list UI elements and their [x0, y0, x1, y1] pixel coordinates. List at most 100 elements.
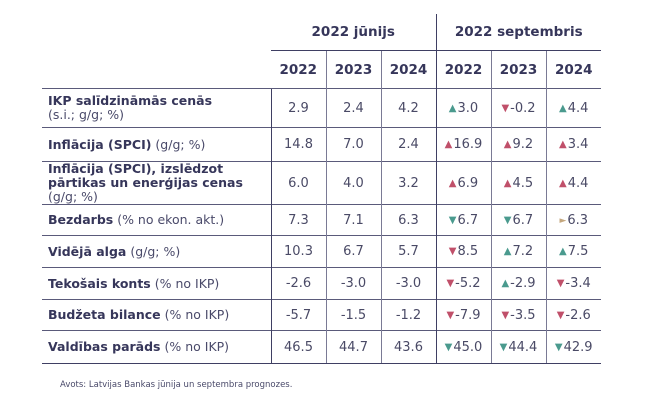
- arrow-down-icon: ▼: [554, 341, 563, 353]
- september-forecast-cell: ▼8.5: [435, 235, 491, 268]
- september-forecast-cell: ▼-0.2: [490, 88, 546, 128]
- september-forecast-cell: ▲7.5: [545, 235, 601, 268]
- september-forecast-cell: ▲4.4: [545, 161, 601, 205]
- september-forecast-value: 4.4: [567, 100, 589, 116]
- september-forecast-cell: ▼45.0: [435, 330, 491, 364]
- september-forecast-value: 44.4: [508, 339, 538, 355]
- june-forecast-value: 14.8: [270, 127, 326, 162]
- june-forecast-value: -3.0: [325, 267, 381, 300]
- arrow-down-icon: ▼: [556, 309, 565, 321]
- september-forecast-cell: ▲3.4: [545, 127, 601, 162]
- september-forecast-value: 4.4: [567, 175, 589, 191]
- arrow-up-icon: ▲: [559, 246, 567, 257]
- june-forecast-value: 10.3: [270, 235, 326, 268]
- arrow-up-icon: ▲: [503, 246, 512, 257]
- indicator-unit: (g/g; %): [155, 136, 206, 152]
- header-empty-2: [42, 51, 271, 89]
- september-forecast-cell: ▼-3.5: [490, 299, 546, 331]
- june-forecast-value: 2.4: [325, 88, 381, 128]
- june-forecast-value: 5.7: [380, 235, 436, 268]
- indicator-name: Budžeta bilance: [48, 307, 161, 322]
- june-forecast-value: 44.7: [325, 330, 381, 364]
- arrow-down-icon: ▼: [444, 341, 453, 353]
- indicator-name: Inflācija (SPCI): [48, 136, 152, 152]
- september-forecast-value: -3.5: [510, 307, 536, 323]
- table-row: Inflācija (SPCI) (g/g; %) 14.8 7.0 2.4 ▲16.9…: [42, 127, 601, 162]
- arrow-down-icon: ▼: [501, 309, 510, 321]
- september-forecast-cell: ▼-3.4: [545, 267, 601, 300]
- indicator-name: Vidējā alga: [48, 243, 127, 259]
- june-forecast-value: 7.0: [325, 127, 381, 162]
- september-forecast-value: -2.6: [565, 307, 591, 323]
- september-forecast-cell: ▲7.2: [490, 235, 546, 268]
- row-label: Budžeta bilance (% no IKP): [42, 299, 271, 331]
- september-forecast-cell: ▲4.4: [545, 88, 601, 128]
- june-forecast-value: 4.0: [325, 161, 381, 205]
- year-header-row: 2022 2023 2024 2022 2023 2024: [42, 50, 601, 89]
- june-forecast-value: 43.6: [380, 330, 436, 364]
- arrow-down-icon: ▼: [448, 214, 457, 226]
- indicator-unit: (s.i.; g/g; %): [48, 107, 125, 122]
- september-forecast-value: 6.3: [567, 212, 589, 228]
- arrow-up-icon: ▲: [559, 139, 567, 150]
- indicator-unit: (g/g; %): [130, 243, 181, 259]
- june-forecast-value: -1.2: [380, 299, 436, 331]
- september-forecast-value: 7.2: [512, 244, 534, 259]
- june-forecast-value: -1.5: [325, 299, 381, 331]
- june-forecast-value: 7.1: [325, 204, 381, 236]
- indicator-name: Inflācija (SPCI), izslēdzot pārtikas un …: [48, 161, 243, 190]
- september-forecast-value: -0.2: [510, 100, 536, 116]
- indicator-name: IKP salīdzināmās cenās: [48, 93, 213, 108]
- table-row: Budžeta bilance (% no IKP) -5.7 -1.5 -1.2 ▼-…: [42, 299, 601, 331]
- september-forecast-cell: ▼44.4: [490, 330, 546, 364]
- indicator-unit: (% no IKP): [164, 339, 230, 354]
- june-forecast-value: 6.7: [325, 235, 381, 268]
- year-header: 2022: [271, 50, 326, 89]
- arrow-up-icon: ▲: [444, 139, 453, 150]
- group-header-june: 2022 jūnijs: [311, 24, 395, 40]
- september-forecast-value: 6.7: [457, 212, 479, 228]
- table-row: Bezdarbs (% no ekon. akt.) 7.3 7.1 6.3 ▼6.7 ▼…: [42, 204, 601, 236]
- september-forecast-value: 6.9: [457, 175, 479, 191]
- september-forecast-cell: ▼6.7: [490, 204, 546, 236]
- june-forecast-value: -5.7: [270, 299, 326, 331]
- indicator-unit: (g/g; %): [48, 189, 98, 204]
- arrow-up-icon: ▲: [503, 177, 512, 189]
- group-header-september: 2022 septembris: [435, 14, 601, 51]
- indicator-name: Bezdarbs: [48, 212, 114, 227]
- september-forecast-value: 4.5: [512, 175, 534, 191]
- june-forecast-value: 6.0: [270, 161, 326, 205]
- september-forecast-cell: ▼-5.2: [435, 267, 491, 300]
- arrow-up-icon: ▲: [448, 102, 457, 114]
- september-forecast-value: -7.9: [455, 307, 481, 323]
- header-empty: [42, 14, 271, 51]
- group-header-row: 2022 jūnijs 2022 septembris: [42, 14, 601, 51]
- september-forecast-cell: ▼-7.9: [435, 299, 491, 331]
- september-forecast-cell: ▲4.5: [490, 161, 546, 205]
- september-forecast-cell: ▼42.9: [545, 330, 601, 364]
- year-header: 2023: [325, 50, 381, 89]
- september-forecast-cell: ►6.3: [545, 204, 601, 236]
- table-row: Valdības parāds (% no IKP) 46.5 44.7 43.6 ▼4…: [42, 330, 601, 364]
- row-label: IKP salīdzināmās cenās (s.i.; g/g; %): [42, 88, 271, 128]
- table-row: Tekošais konts (% no IKP) -2.6 -3.0 -3.0 ▼-5…: [42, 267, 601, 300]
- september-forecast-value: -3.4: [565, 276, 591, 291]
- arrow-down-icon: ▼: [499, 341, 508, 353]
- year-header: 2024: [545, 50, 601, 89]
- arrow-up-icon: ▲: [559, 102, 567, 114]
- june-forecast-value: -3.0: [380, 267, 436, 300]
- june-forecast-value: 7.3: [270, 204, 326, 236]
- arrow-down-icon: ▼: [448, 246, 457, 257]
- arrow-up-icon: ▲: [503, 139, 512, 150]
- arrow-up-icon: ▲: [501, 278, 510, 289]
- source-note: Avots: Latvijas Bankas jūnija un septemb…: [60, 380, 293, 390]
- september-forecast-cell: ▲9.2: [490, 127, 546, 162]
- table-row: Inflācija (SPCI), izslēdzot pārtikas un …: [42, 161, 601, 205]
- row-label: Tekošais konts (% no IKP): [42, 267, 271, 300]
- row-label: Vidējā alga (g/g; %): [42, 235, 271, 268]
- arrow-down-icon: ▼: [446, 309, 455, 321]
- september-forecast-value: -2.9: [510, 276, 536, 291]
- indicator-unit: (% no ekon. akt.): [117, 212, 225, 227]
- september-forecast-value: 6.7: [512, 212, 534, 228]
- september-forecast-cell: ▲6.9: [435, 161, 491, 205]
